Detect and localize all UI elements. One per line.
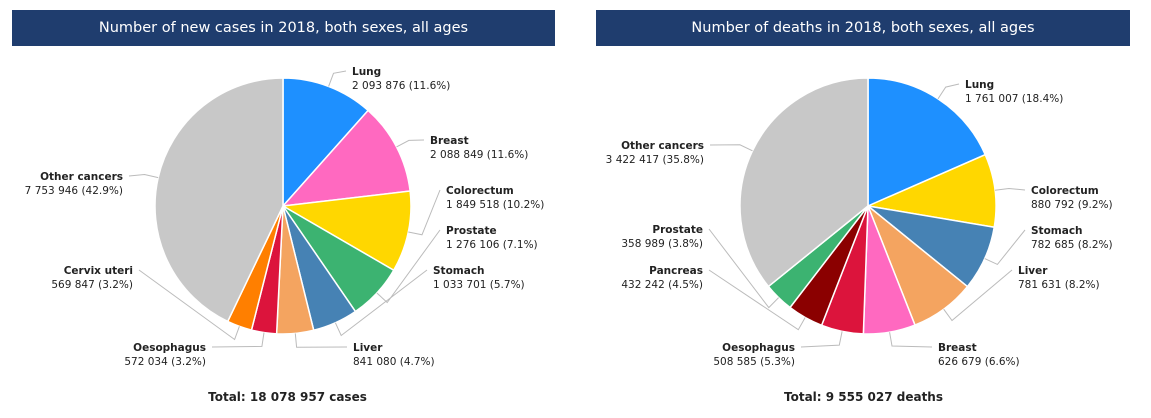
slice-colorectum xyxy=(280,190,412,272)
leader-line-stomach xyxy=(334,269,428,337)
slice-other-cancers xyxy=(154,77,284,323)
leader-line-oesophagus xyxy=(800,331,843,348)
slice-label-colorectum: Colorectum xyxy=(446,185,514,197)
new-cases-title: Number of new cases in 2018, both sexes,… xyxy=(12,10,555,46)
slice-value-prostate: 1 276 106 (7.1%) xyxy=(446,239,538,251)
slice-label-cervix-uteri: Cervix uteri xyxy=(64,265,133,277)
slice-label-colorectum: Colorectum xyxy=(1031,185,1099,197)
leader-line-prostate xyxy=(708,228,779,309)
new-cases-total: Total: 18 078 957 cases xyxy=(208,390,367,404)
slice-value-colorectum: 1 849 518 (10.2%) xyxy=(446,199,544,211)
slice-label-lung: Lung xyxy=(352,66,381,78)
deaths-panel: Number of deaths in 2018, both sexes, al… xyxy=(576,0,1151,418)
new-cases-panel: Number of new cases in 2018, both sexes,… xyxy=(0,0,575,418)
slice-label-liver: Liver xyxy=(353,342,383,354)
slice-label-stomach: Stomach xyxy=(433,265,485,277)
leader-line-colorectum xyxy=(994,187,1026,191)
leader-line-stomach xyxy=(984,229,1026,266)
leader-line-cervix-uteri xyxy=(138,269,240,341)
slice-label-pancreas: Pancreas xyxy=(649,265,703,277)
leader-line-other-cancers xyxy=(709,144,753,152)
slice-label-breast: Breast xyxy=(430,135,469,147)
slice-value-breast: 2 088 849 (11.6%) xyxy=(430,149,528,161)
slice-label-prostate: Prostate xyxy=(652,224,703,236)
slice-other-cancers xyxy=(739,77,869,288)
leader-line-prostate xyxy=(376,229,441,304)
slice-value-liver: 841 080 (4.7%) xyxy=(353,356,435,368)
slice-value-breast: 626 679 (6.6%) xyxy=(938,356,1020,368)
slice-label-liver: Liver xyxy=(1018,265,1048,277)
slice-label-other-cancers: Other cancers xyxy=(40,171,123,183)
slice-value-other-cancers: 3 422 417 (35.8%) xyxy=(606,154,704,166)
slice-label-lung: Lung xyxy=(965,79,994,91)
slice-value-prostate: 358 989 (3.8%) xyxy=(621,238,703,250)
slice-value-oesophagus: 508 585 (5.3%) xyxy=(713,356,795,368)
leader-line-oesophagus xyxy=(211,332,265,348)
slice-label-prostate: Prostate xyxy=(446,225,497,237)
slice-label-oesophagus: Oesophagus xyxy=(133,342,206,354)
deaths-total: Total: 9 555 027 deaths xyxy=(784,390,943,404)
slice-value-stomach: 1 033 701 (5.7%) xyxy=(433,279,525,291)
leader-line-pancreas xyxy=(708,269,806,331)
leader-line-other-cancers xyxy=(128,173,159,179)
leader-line-colorectum xyxy=(408,189,441,236)
slice-value-other-cancers: 7 753 946 (42.9%) xyxy=(25,185,123,197)
leader-line-breast xyxy=(889,332,933,348)
slice-value-pancreas: 432 242 (4.5%) xyxy=(621,279,703,291)
leader-line-lung xyxy=(937,83,960,100)
slice-value-liver: 781 631 (8.2%) xyxy=(1018,279,1100,291)
deaths-title: Number of deaths in 2018, both sexes, al… xyxy=(596,10,1130,46)
leader-line-lung xyxy=(328,70,347,87)
slice-value-lung: 1 761 007 (18.4%) xyxy=(965,93,1063,105)
new-cases-pie-chart: Lung 2 093 876 (11.6%) Breast 2 088 849 (11… xyxy=(25,66,545,368)
leader-line-liver xyxy=(943,269,1013,322)
slice-label-stomach: Stomach xyxy=(1031,225,1083,237)
leader-line-liver xyxy=(294,333,348,348)
slice-label-breast: Breast xyxy=(938,342,977,354)
slice-label-oesophagus: Oesophagus xyxy=(722,342,795,354)
slice-value-lung: 2 093 876 (11.6%) xyxy=(352,80,450,92)
deaths-pie-chart: Lung 1 761 007 (18.4%) Colorectum 880 792 (… xyxy=(606,77,1113,368)
slice-value-colorectum: 880 792 (9.2%) xyxy=(1031,199,1113,211)
slice-value-stomach: 782 685 (8.2%) xyxy=(1031,239,1113,251)
slice-label-other-cancers: Other cancers xyxy=(621,140,704,152)
slice-value-cervix-uteri: 569 847 (3.2%) xyxy=(51,279,133,291)
leader-line-breast xyxy=(396,139,425,148)
slice-value-oesophagus: 572 034 (3.2%) xyxy=(124,356,206,368)
